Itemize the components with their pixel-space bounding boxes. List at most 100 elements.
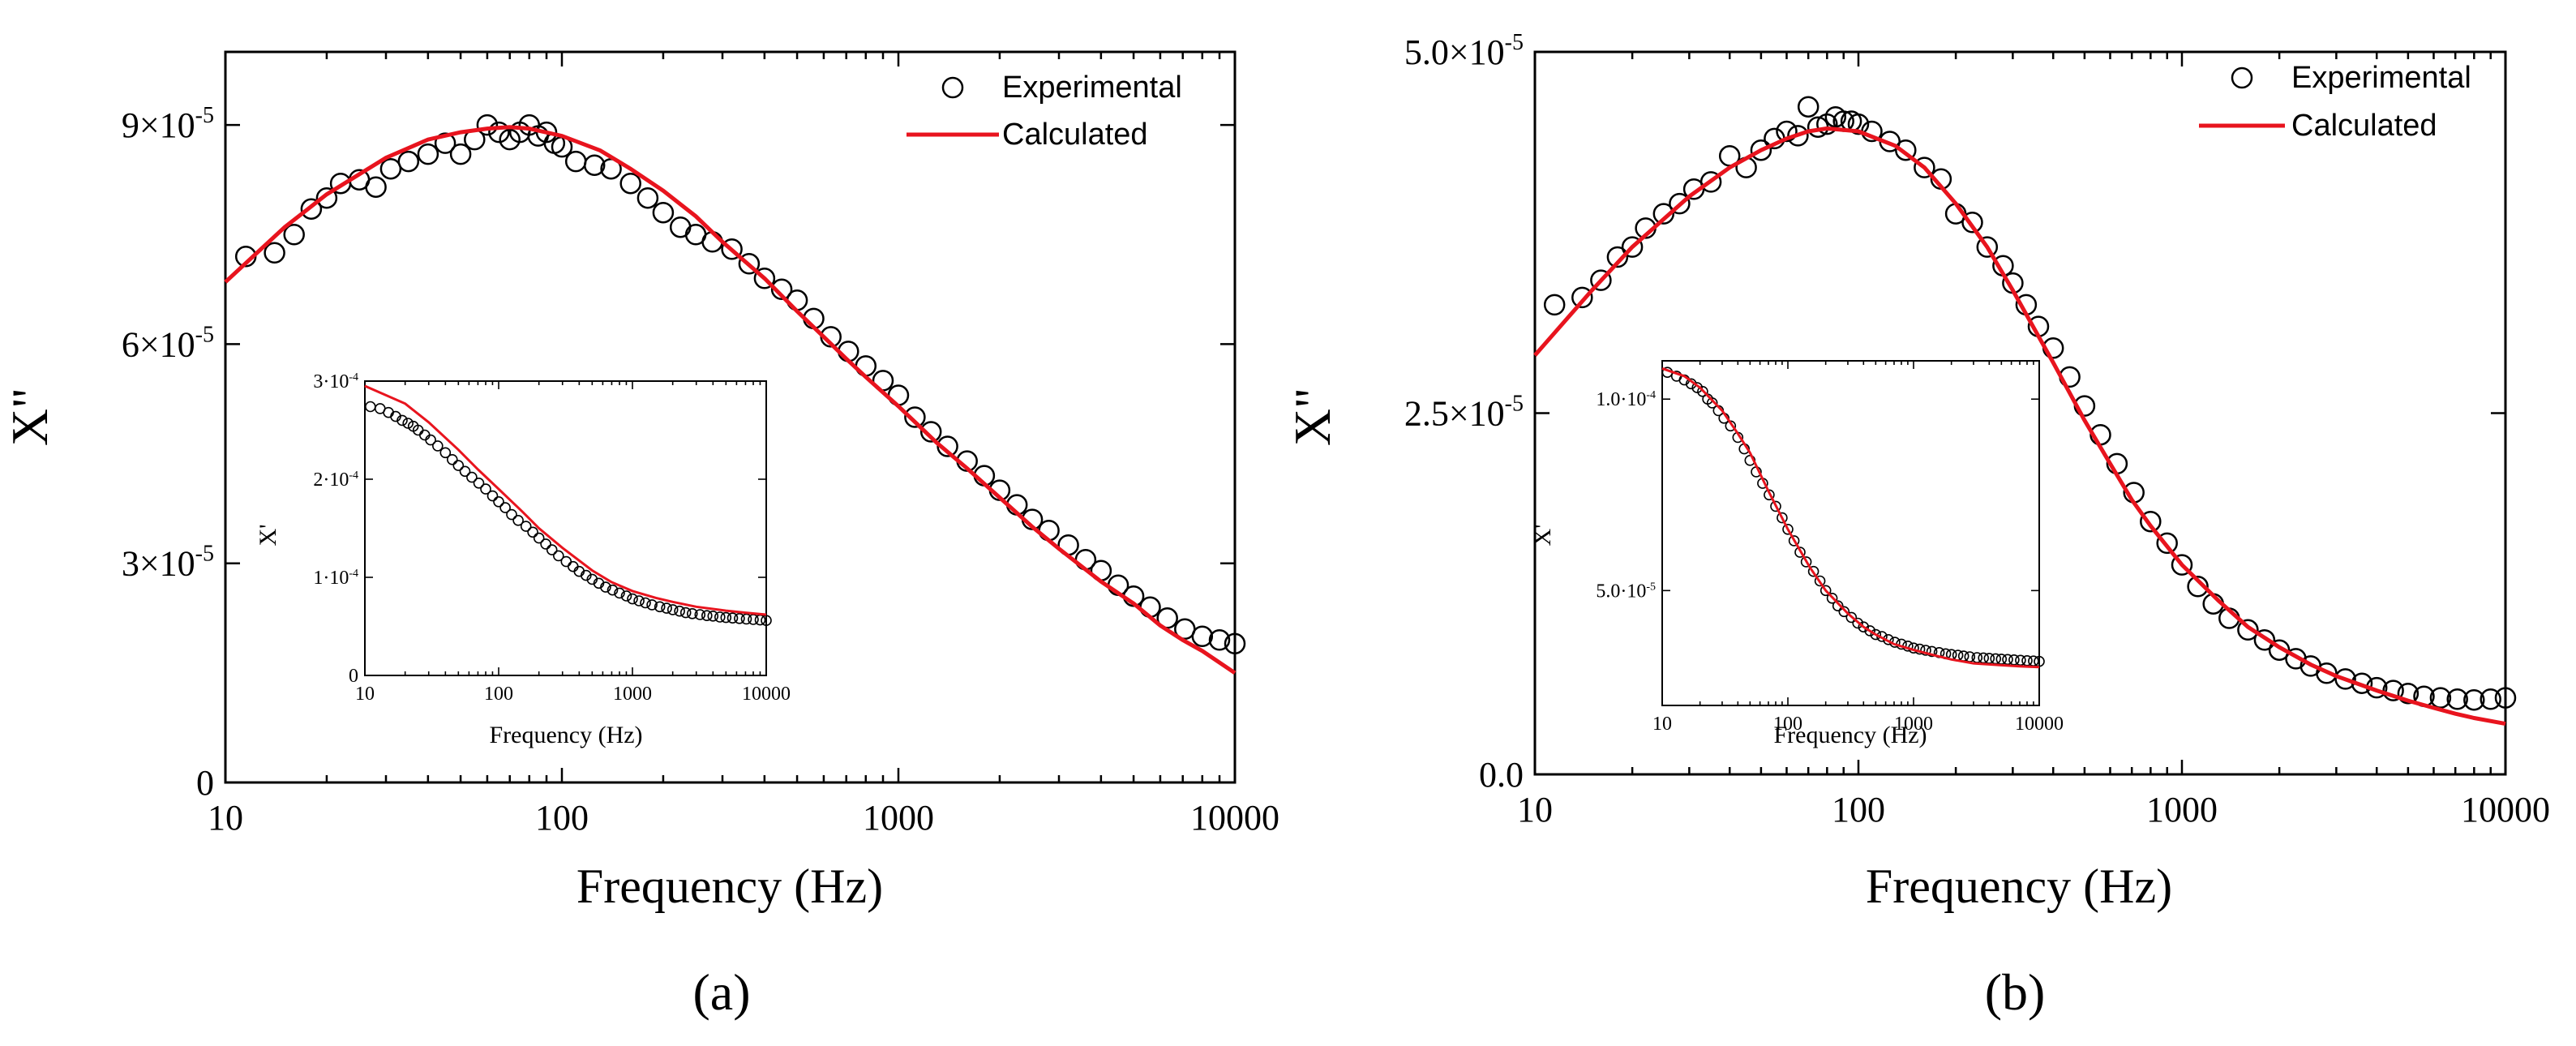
chart-a-experimental-point xyxy=(449,143,472,165)
chart-a-experimental-point xyxy=(264,242,285,264)
chart-b-experimental-point xyxy=(1787,125,1809,147)
chart-a-experimental-point xyxy=(919,421,942,443)
chart-b-experimental-point xyxy=(1606,246,1629,268)
chart-a-inset-experimental-point xyxy=(552,550,564,562)
chart-a-inset-experimental-point xyxy=(679,607,692,619)
chart-a-inset-experimental-point xyxy=(520,521,532,532)
chart-a-y-axis-label: X" xyxy=(1,388,58,446)
chart-b-experimental-point xyxy=(1797,96,1819,118)
chart-b-inset-experimental-point xyxy=(1706,397,1718,409)
chart-a-inset-experimental-point xyxy=(452,460,465,471)
chart-a-experimental-point xyxy=(753,268,776,289)
chart-b-experimental-point xyxy=(2253,629,2276,651)
chart-a-experimental-point xyxy=(315,186,338,209)
chart-a-inset-experimental-point xyxy=(527,526,538,538)
chart-b-experimental-point xyxy=(2446,688,2468,710)
chart-a-experimental-point xyxy=(417,143,439,165)
chart-a-y-tick-label: 3×10-5 xyxy=(122,542,214,584)
chart-b-experimental-point xyxy=(2397,682,2420,705)
chart-b-inset-experimental-point xyxy=(1870,628,1882,641)
chart-a-inset-experimental-point xyxy=(466,471,478,483)
chart-b-inset-experimental-point xyxy=(1926,645,1938,658)
chart-b-experimental-point xyxy=(2156,532,2178,555)
chart-b-experimental-point xyxy=(2382,679,2404,701)
chart-a-inset-experimental-point xyxy=(727,612,739,624)
chart-a-experimental-point xyxy=(701,231,723,253)
chart-b-inset-x-tick-label: 1000 xyxy=(1894,714,1933,735)
chart-a-y-tick-label: 0 xyxy=(196,763,214,803)
chart-b-experimental-point xyxy=(2140,510,2162,533)
chart-a-inset-experimental-point xyxy=(431,440,444,452)
chart-a-inset-experimental-point xyxy=(646,599,658,611)
chart-b-experimental-point xyxy=(2463,688,2485,711)
chart-a-inset-experimental-point xyxy=(667,604,679,615)
chart-a-inset-experimental-point xyxy=(506,508,517,521)
chart-a-inset-experimental-point xyxy=(720,611,732,624)
chart-b-experimental-point xyxy=(1543,294,1566,316)
chart-a-inset-y-axis-label: X' xyxy=(255,524,281,546)
chart-a-experimental-point xyxy=(476,114,499,136)
chart-a-experimental-point xyxy=(583,154,606,176)
chart-b-experimental-point xyxy=(2429,687,2452,709)
chart-b-x-tick-label: 1000 xyxy=(2146,790,2218,830)
chart-a-inset-experimental-point xyxy=(620,590,632,602)
chart-b-experimental-point xyxy=(2334,668,2356,690)
chart-a-experimental-point xyxy=(1208,629,1231,651)
chart-b-inset-x-axis-label: Frequency (Hz) xyxy=(1773,722,1927,748)
chart-b-axes: 10 100 1000 10000 0.0 2.5×10-5 5.0×10-5 Frequen… xyxy=(1284,30,2550,913)
chart-b-series-experimental xyxy=(1543,96,2517,711)
chart-a-inset-x-tick-label: 10000 xyxy=(742,684,791,705)
chart-a-inset-experimental-point xyxy=(600,581,611,593)
chart-a-inset-plot-frame xyxy=(364,380,767,676)
chart-a-inset-x-tick-label: 1000 xyxy=(613,684,652,705)
chart-b-inset-experimental-point xyxy=(1794,547,1806,558)
chart-a-inset-y-tick-label: 3·10-4 xyxy=(313,371,358,392)
chart-b-inset-plot-frame xyxy=(1661,360,2040,706)
chart-a-inset-experimental-point xyxy=(686,607,698,619)
chart-b-x-tick-label: 10 xyxy=(1517,790,1553,830)
chart-b-inset-experimental-point xyxy=(1788,535,1800,547)
chart-a-experimental-point xyxy=(669,216,692,238)
chart-a-experimental-point xyxy=(738,253,761,275)
chart-a-experimental-point xyxy=(365,176,387,198)
chart-a-inset-experimental-point xyxy=(390,410,401,422)
chart-a-inset-y-tick-label: 1·10-4 xyxy=(313,568,358,589)
chart-a-inset-experimental-point xyxy=(533,532,545,544)
chart-b-experimental-point xyxy=(1895,139,1917,161)
chart-a-y-tick-label: 9×10-5 xyxy=(122,103,214,145)
chart-a-inset-experimental-point xyxy=(499,502,511,513)
chart-a-inset-experimental-point xyxy=(540,538,551,550)
chart-a-inset-experimental-point xyxy=(493,495,504,508)
chart-b-inset-axes: 10 100 1000 10000 5.0·10-5 1.0·10-4 Frequency … xyxy=(1529,360,2064,748)
chart-a-inset-experimental-point xyxy=(707,610,719,622)
chart-b-experimental-point xyxy=(1571,286,1593,309)
chart-b-inset-experimental-point xyxy=(1920,645,1931,656)
chart-a-experimental-point xyxy=(770,278,793,301)
chart-a-inset-experimental-point xyxy=(701,610,713,622)
chart-b-experimental-point xyxy=(2494,687,2517,709)
chart-a-inset-experimental-point xyxy=(734,612,745,624)
chart-b-legend: Experimental Calculated xyxy=(2199,61,2471,143)
chart-a-inset-x-tick-label: 10 xyxy=(355,684,375,705)
chart-b-experimental-point xyxy=(1652,203,1675,225)
chart-a-inset-experimental-point xyxy=(761,615,772,627)
chart-b-inset-x-tick-label: 100 xyxy=(1773,714,1802,735)
chart-a-inset-y-tick-label: 0 xyxy=(349,666,358,687)
chart-b-experimental-point xyxy=(1590,269,1612,291)
chart-a-experimental-point xyxy=(379,157,402,180)
chart-a-legend: Experimental Calculated xyxy=(907,71,1182,152)
chart-b-x-tick-label: 100 xyxy=(1832,790,1885,830)
chart-b-inset-experimental-point xyxy=(1845,611,1858,624)
chart-b-inset-experimental-point xyxy=(1697,385,1708,397)
chart-b-y-tick-label: 0.0 xyxy=(1479,755,1524,795)
chart-a-inset-experimental-point xyxy=(654,601,666,613)
chart-a-series-calculated xyxy=(224,125,1237,675)
chart-b-experimental-point xyxy=(1669,192,1691,215)
chart-b-series-calculated xyxy=(1533,126,2506,727)
chart-a-inset-x-tick-label: 100 xyxy=(484,684,513,705)
chart-a-inset-experimental-point xyxy=(614,587,625,599)
chart-b-experimental-point xyxy=(2237,619,2259,641)
chart-a-inset-experimental-point xyxy=(459,465,471,478)
chart-a-experimental-point xyxy=(619,172,641,195)
chart-b-y-tick-label: 5.0×10-5 xyxy=(1404,30,1524,72)
